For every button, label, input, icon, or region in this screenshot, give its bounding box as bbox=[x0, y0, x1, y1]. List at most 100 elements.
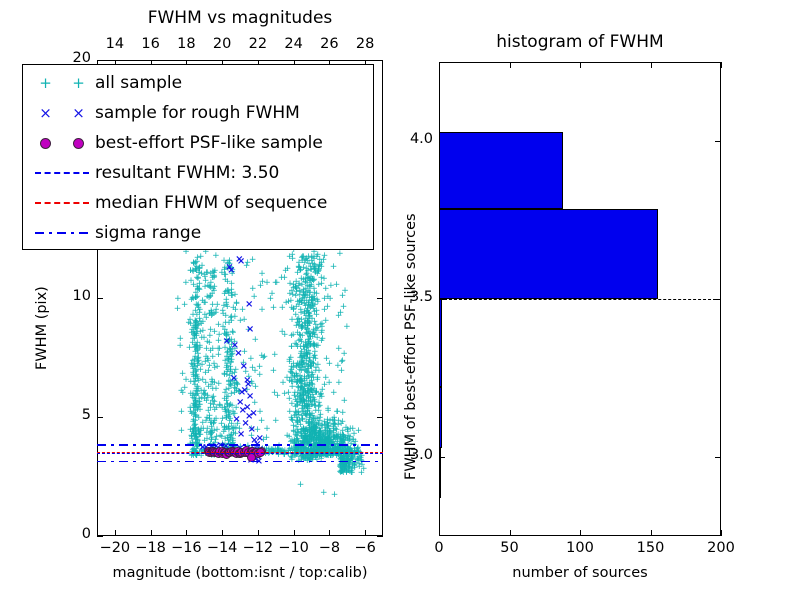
scatter-point-all: + bbox=[308, 300, 316, 311]
scatter-point-all: + bbox=[310, 449, 318, 460]
scatter-point-all: + bbox=[336, 443, 345, 454]
scatter-point-rough: × bbox=[245, 390, 255, 402]
scatter-point-all: + bbox=[320, 439, 328, 449]
scatter-point-all: + bbox=[312, 323, 321, 334]
scatter-point-all: + bbox=[296, 449, 305, 460]
scatter-point-all: + bbox=[302, 263, 311, 274]
scatter-point-all: + bbox=[303, 438, 311, 449]
scatter-point-all: + bbox=[324, 446, 333, 457]
scatter-point-all: + bbox=[309, 298, 317, 309]
scatter-point-all: + bbox=[321, 442, 329, 453]
scatter-point-all: + bbox=[307, 392, 315, 403]
scatter-point-all: + bbox=[248, 378, 256, 389]
scatter-point-all: + bbox=[305, 420, 314, 431]
scatter-point-all: + bbox=[308, 302, 316, 313]
scatter-point-all: + bbox=[294, 360, 303, 371]
scatter-point-all: + bbox=[330, 447, 339, 458]
scatter-point-all: + bbox=[301, 387, 310, 398]
scatter-point-all: + bbox=[304, 265, 312, 276]
scatter-point-all: + bbox=[312, 406, 320, 417]
scatter-point-all: + bbox=[303, 401, 312, 412]
scatter-point-all: + bbox=[329, 432, 338, 443]
scatter-point-all: + bbox=[188, 266, 197, 277]
scatter-point-all: + bbox=[311, 320, 320, 331]
scatter-point-all: + bbox=[320, 446, 329, 457]
scatter-point-all: + bbox=[340, 435, 349, 446]
scatter-point-all: + bbox=[321, 425, 329, 436]
xtick-label-top: 24 bbox=[284, 36, 303, 52]
scatter-point-all: + bbox=[286, 367, 295, 378]
scatter-point-all: + bbox=[206, 417, 215, 428]
scatter-point-all: + bbox=[290, 372, 299, 383]
scatter-point-all: + bbox=[314, 430, 322, 441]
scatter-point-all: + bbox=[306, 393, 315, 404]
scatter-point-all: + bbox=[314, 401, 323, 412]
scatter-point-all: + bbox=[231, 311, 239, 322]
scatter-point-all: + bbox=[191, 405, 200, 416]
scatter-point-all: + bbox=[296, 388, 305, 399]
scatter-point-all: + bbox=[315, 432, 323, 443]
scatter-point-all: + bbox=[187, 275, 195, 286]
scatter-point-all: + bbox=[198, 445, 206, 456]
scatter-point-all: + bbox=[194, 401, 203, 412]
scatter-point-all: + bbox=[302, 348, 311, 359]
scatter-point-all: + bbox=[336, 308, 345, 319]
scatter-point-rough: × bbox=[236, 396, 245, 408]
scatter-point-all: + bbox=[191, 292, 200, 303]
scatter-point-all: + bbox=[198, 296, 207, 307]
scatter-point-all: + bbox=[205, 338, 213, 349]
scatter-point-all: + bbox=[310, 274, 318, 285]
scatter-point-all: + bbox=[232, 385, 241, 396]
scatter-point-all: + bbox=[311, 447, 319, 458]
scatter-point-all: + bbox=[298, 356, 307, 367]
scatter-point-all: + bbox=[235, 423, 244, 434]
scatter-point-all: + bbox=[223, 359, 231, 370]
scatter-point-all: + bbox=[339, 430, 347, 441]
scatter-point-all: + bbox=[317, 439, 325, 448]
scatter-point-all: + bbox=[309, 434, 318, 445]
scatter-point-all: + bbox=[320, 379, 329, 390]
tick-mark bbox=[257, 530, 259, 536]
scatter-point-all: + bbox=[308, 293, 316, 304]
scatter-point-all: + bbox=[297, 440, 305, 449]
scatter-point-all: + bbox=[225, 336, 234, 347]
scatter-point-all: + bbox=[326, 444, 335, 455]
scatter-point-all: + bbox=[331, 442, 340, 453]
scatter-point-all: + bbox=[212, 432, 221, 443]
scatter-point-all: + bbox=[313, 442, 322, 453]
scatter-point-all: + bbox=[312, 341, 321, 352]
scatter-point-all: + bbox=[325, 426, 334, 437]
scatter-point-all: + bbox=[310, 316, 319, 327]
scatter-point-all: + bbox=[314, 266, 322, 277]
scatter-point-all: + bbox=[347, 465, 356, 476]
scatter-point-all: + bbox=[297, 390, 305, 401]
tick-mark bbox=[222, 60, 224, 66]
scatter-point-all: + bbox=[191, 422, 200, 433]
scatter-point-all: + bbox=[189, 356, 197, 367]
scatter-point-all: + bbox=[309, 426, 318, 437]
scatter-point-all: + bbox=[197, 451, 205, 462]
scatter-point-rough: × bbox=[198, 442, 207, 454]
scatter-point-all: + bbox=[323, 450, 331, 461]
scatter-point-all: + bbox=[302, 434, 310, 445]
scatter-point-all: + bbox=[326, 450, 335, 461]
scatter-point-all: + bbox=[308, 448, 317, 459]
scatter-point-all: + bbox=[206, 429, 215, 440]
scatter-point-all: + bbox=[192, 391, 200, 402]
scatter-point-all: + bbox=[320, 304, 329, 315]
scatter-point-all: + bbox=[248, 362, 257, 373]
scatter-point-all: + bbox=[291, 436, 299, 447]
scatter-point-all: + bbox=[187, 295, 196, 306]
scatter-point-all: + bbox=[231, 374, 239, 385]
scatter-point-all: + bbox=[305, 427, 314, 438]
scatter-point-all: + bbox=[310, 422, 319, 433]
scatter-point-all: + bbox=[224, 346, 232, 357]
dashed-line-icon bbox=[35, 172, 89, 174]
scatter-point-all: + bbox=[281, 330, 289, 341]
scatter-point-all: + bbox=[292, 369, 300, 380]
scatter-point-all: + bbox=[298, 413, 307, 424]
scatter-point-all: + bbox=[224, 408, 233, 419]
scatter-point-all: + bbox=[306, 430, 315, 441]
scatter-point-all: + bbox=[199, 325, 207, 336]
scatter-point-all: + bbox=[291, 401, 300, 412]
